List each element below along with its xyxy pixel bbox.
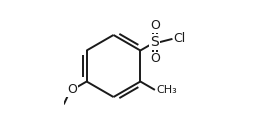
Text: CH₃: CH₃	[156, 85, 177, 95]
Text: O: O	[150, 19, 160, 32]
Text: S: S	[150, 35, 159, 49]
Text: O: O	[150, 52, 160, 65]
Text: O: O	[67, 83, 77, 96]
Text: Cl: Cl	[174, 32, 186, 45]
